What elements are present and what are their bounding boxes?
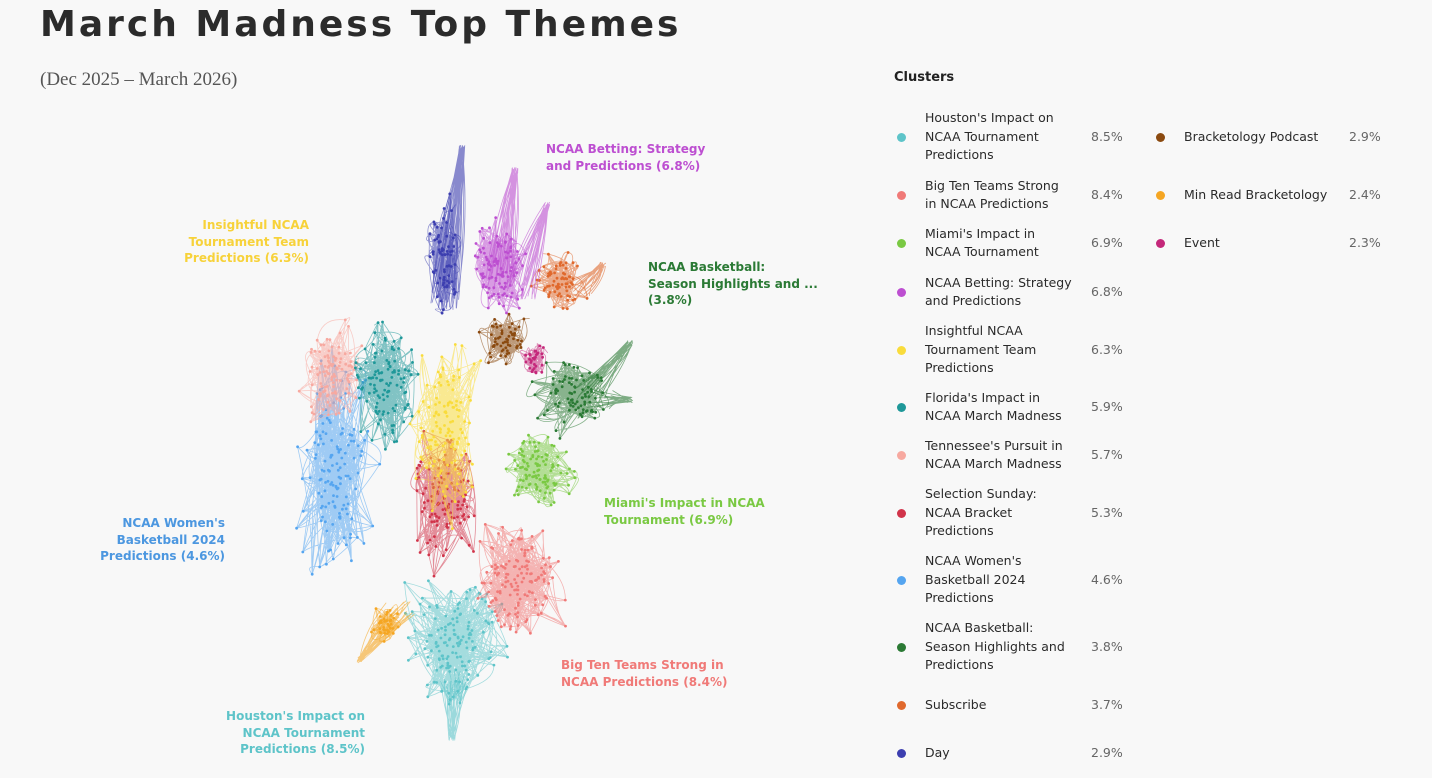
legend-percentage: 4.6% xyxy=(1091,572,1123,587)
legend-percentage: 2.9% xyxy=(1091,745,1123,760)
cluster-annotation-label: Big Ten Teams Strong in NCAA Predictions… xyxy=(561,658,728,689)
legend-label: Event xyxy=(1184,234,1220,250)
legend-label: Bracketology Podcast xyxy=(1184,128,1319,144)
cluster-edges xyxy=(403,579,509,711)
legend-percentage: 2.9% xyxy=(1349,129,1381,144)
legend-label: NCAA Women's Basketball 2024 Predictions xyxy=(925,553,1026,606)
legend-title: Clusters xyxy=(894,70,955,85)
legend-color-dot-icon xyxy=(897,190,906,200)
legend-percentage: 6.3% xyxy=(1091,342,1123,357)
cluster-edges xyxy=(504,433,579,508)
legend-color-dot-icon xyxy=(1156,238,1165,248)
legend-color-dot-icon xyxy=(897,287,906,297)
cluster-edges xyxy=(295,345,382,576)
cluster-edges xyxy=(477,312,530,366)
legend-percentage: 6.9% xyxy=(1091,235,1123,250)
cluster-edges xyxy=(297,317,364,424)
legend-color-dot-icon xyxy=(897,575,906,585)
legend-label: Tennessee's Pursuit in NCAA March Madnes… xyxy=(925,437,1063,472)
cluster-annotation-label: Houston's Impact on NCAA Tournament Pred… xyxy=(226,709,365,756)
legend-color-dot-icon xyxy=(1156,132,1165,142)
legend-percentage: 3.7% xyxy=(1091,697,1123,712)
legend-percentage: 6.8% xyxy=(1091,284,1123,299)
legend-color-dot-icon xyxy=(897,508,906,518)
cluster-spike xyxy=(485,166,519,290)
legend-percentage: 2.3% xyxy=(1349,235,1381,250)
legend-percentage: 5.7% xyxy=(1091,447,1123,462)
cluster-spike xyxy=(504,201,551,300)
cluster-edges xyxy=(476,523,567,635)
legend-color-dot-icon xyxy=(897,748,906,758)
legend-label: Miami's Impact in NCAA Tournament xyxy=(925,225,1039,260)
legend-label: Selection Sunday: NCAA Bracket Predictio… xyxy=(925,486,1037,539)
legend-label: Subscribe xyxy=(925,696,987,712)
legend-label: NCAA Basketball: Season Highlights and P… xyxy=(925,620,1065,673)
legend-percentage: 5.3% xyxy=(1091,505,1123,520)
cluster-edges xyxy=(354,320,420,451)
cluster-edges xyxy=(529,251,589,311)
cluster-spike xyxy=(430,145,466,310)
cluster-annotation-label: NCAA Women's Basketball 2024 Predictions… xyxy=(100,516,225,563)
chart-title: March Madness Top Themes xyxy=(40,4,682,45)
legend-percentage: 2.4% xyxy=(1349,187,1381,202)
legend-color-dot-icon xyxy=(897,238,906,248)
cluster-annotation-label: Miami's Impact in NCAA Tournament (6.9%) xyxy=(604,496,765,527)
cluster-spike xyxy=(566,261,607,301)
legend-color-dot-icon xyxy=(897,450,906,460)
legend-color-dot-icon xyxy=(897,132,906,142)
legend-color-dot-icon xyxy=(897,345,906,355)
cluster-annotation-label: NCAA Basketball: Season Highlights and .… xyxy=(648,260,818,307)
legend-label: Insightful NCAA Tournament Team Predicti… xyxy=(925,323,1037,376)
legend-color-dot-icon xyxy=(897,700,906,710)
legend-label: NCAA Betting: Strategy and Predictions xyxy=(925,274,1072,309)
cluster-spike xyxy=(356,600,415,664)
legend-label: Houston's Impact on NCAA Tournament Pred… xyxy=(925,110,1054,163)
legend-label: Big Ten Teams Strong in NCAA Predictions xyxy=(925,177,1059,212)
legend-percentage: 3.8% xyxy=(1091,639,1123,654)
cluster-edges xyxy=(408,343,483,530)
cluster-spike xyxy=(575,340,634,400)
legend-percentage: 8.4% xyxy=(1091,187,1123,202)
legend-label: Min Read Bracketology xyxy=(1184,186,1328,202)
cluster-edges xyxy=(520,343,549,375)
legend-label: Day xyxy=(925,744,950,760)
cluster-spike xyxy=(586,390,634,410)
legend-color-dot-icon xyxy=(1156,190,1165,200)
cluster-spike xyxy=(439,670,468,741)
legend-color-dot-icon xyxy=(897,642,906,652)
chart-subtitle: (Dec 2025 – March 2026) xyxy=(40,69,238,90)
legend-label: Florida's Impact in NCAA March Madness xyxy=(925,389,1062,424)
cluster-annotation-label: Insightful NCAA Tournament Team Predicti… xyxy=(184,218,309,265)
legend-percentage: 5.9% xyxy=(1091,399,1123,414)
legend-percentage: 8.5% xyxy=(1091,129,1123,144)
cluster-annotation-label: NCAA Betting: Strategy and Predictions (… xyxy=(546,142,706,173)
cluster-network-graph xyxy=(295,145,634,741)
legend-color-dot-icon xyxy=(897,402,906,412)
